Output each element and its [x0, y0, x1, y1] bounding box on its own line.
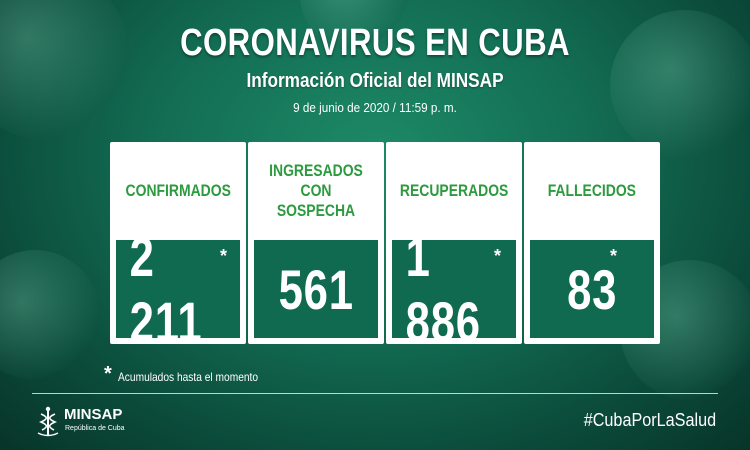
stat-card-header: CONFIRMADOS [110, 142, 246, 240]
asterisk-icon: * [494, 246, 502, 266]
stat-value-box: 561 [254, 240, 378, 338]
footnote-text: Acumulados hasta el momento [118, 370, 259, 384]
stat-card-recuperados: RECUPERADOS 1 886 * [386, 142, 522, 353]
stat-label: FALLECIDOS [547, 181, 637, 200]
page-title: CORONAVIRUS EN CUBA [180, 22, 570, 64]
stat-label: INGRESADOS CON SOSPECHA [269, 161, 363, 220]
stat-value: 1 886 [405, 225, 481, 353]
footnote-asterisk-icon: * [104, 363, 112, 385]
hashtag: #CubaPorLaSalud [583, 410, 716, 430]
stat-value-box: 1 886 [392, 225, 516, 353]
virus-decoration-icon [610, 10, 750, 160]
logo-name: MINSAP [64, 406, 123, 423]
virus-decoration-icon [0, 250, 100, 380]
stat-card-header: FALLECIDOS [524, 142, 660, 240]
stat-value-box: 83 [530, 240, 654, 338]
stat-label: RECUPERADOS [399, 181, 509, 200]
stat-card-header: INGRESADOS CON SOSPECHA [248, 142, 384, 240]
report-date: 9 de junio de 2020 / 11:59 p. m. [293, 100, 457, 115]
medical-caduceus-icon [37, 406, 59, 437]
footer-divider [32, 393, 718, 394]
logo-subtitle: República de Cuba [65, 425, 125, 432]
stat-value: 83 [566, 257, 618, 321]
asterisk-icon: * [610, 246, 618, 266]
stat-value: 2 211 [129, 225, 203, 353]
stat-card-confirmados: CONFIRMADOS 2 211 * [110, 142, 246, 353]
stat-value: 561 [278, 257, 354, 321]
stat-value-box: 2 211 [116, 225, 240, 353]
asterisk-icon: * [220, 246, 228, 266]
stat-card-fallecidos: FALLECIDOS 83 * [524, 142, 660, 344]
stat-card-header: RECUPERADOS [386, 142, 522, 240]
page-subtitle: Información Oficial del MINSAP [246, 70, 504, 92]
stat-label: CONFIRMADOS [125, 181, 231, 200]
stat-card-ingresados: INGRESADOS CON SOSPECHA 561 [248, 142, 384, 344]
